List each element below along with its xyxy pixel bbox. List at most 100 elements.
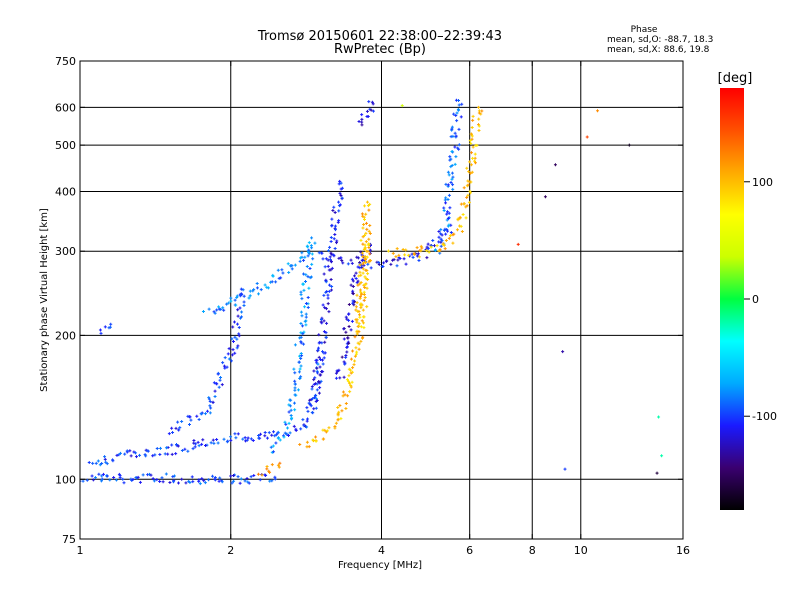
data-point xyxy=(324,257,328,261)
data-point xyxy=(317,355,321,359)
data-point xyxy=(319,370,323,374)
data-point xyxy=(342,375,346,379)
data-point xyxy=(314,397,318,401)
data-point xyxy=(100,462,104,466)
data-point xyxy=(448,206,452,210)
data-point xyxy=(353,359,357,363)
data-point xyxy=(297,370,301,374)
data-point xyxy=(230,353,234,357)
data-point xyxy=(277,465,281,469)
data-point xyxy=(233,432,237,436)
data-point xyxy=(477,124,481,128)
data-point xyxy=(425,256,429,260)
data-point xyxy=(457,143,461,147)
chart-subtitle: RwPretec (Bp) xyxy=(334,42,426,57)
data-point xyxy=(349,283,353,287)
data-point xyxy=(386,249,390,253)
colorbar-tick-label: -100 xyxy=(752,410,777,423)
data-point xyxy=(360,120,364,124)
y-tick-label: 200 xyxy=(55,329,76,342)
data-point xyxy=(362,260,366,264)
data-point xyxy=(449,230,453,234)
data-point xyxy=(344,407,348,411)
data-point xyxy=(180,449,184,453)
data-point xyxy=(283,431,287,435)
data-point xyxy=(356,265,360,269)
data-point xyxy=(302,342,306,346)
data-point xyxy=(129,454,133,458)
data-point xyxy=(326,302,330,306)
data-point xyxy=(299,331,303,335)
data-point xyxy=(279,276,283,280)
data-point xyxy=(362,248,366,252)
data-point xyxy=(237,334,241,338)
data-point xyxy=(276,463,280,467)
data-point xyxy=(471,145,475,149)
data-point xyxy=(292,367,296,371)
data-point xyxy=(101,472,105,476)
data-point xyxy=(287,434,291,438)
data-point xyxy=(340,196,344,200)
data-point xyxy=(236,432,240,436)
data-point xyxy=(363,285,367,289)
data-point xyxy=(220,480,224,484)
colorbar xyxy=(720,88,744,510)
data-point xyxy=(347,303,351,307)
data-point xyxy=(293,343,297,347)
data-point xyxy=(315,388,319,392)
data-point xyxy=(468,160,472,164)
data-point xyxy=(316,346,320,350)
data-point xyxy=(200,442,204,446)
data-point xyxy=(109,322,113,326)
data-point xyxy=(470,137,474,141)
data-point xyxy=(230,337,234,341)
data-point xyxy=(377,261,381,264)
data-point xyxy=(322,272,326,276)
data-point xyxy=(317,391,321,395)
data-point xyxy=(213,311,217,315)
data-point xyxy=(302,424,306,428)
data-point xyxy=(231,325,235,329)
data-point xyxy=(302,288,306,292)
data-point xyxy=(305,440,309,444)
data-point xyxy=(267,431,271,435)
data-point xyxy=(331,208,335,212)
data-point xyxy=(543,195,547,199)
data-point xyxy=(287,403,291,407)
data-point xyxy=(257,292,260,296)
data-point xyxy=(105,462,109,466)
data-point xyxy=(563,467,567,471)
data-point xyxy=(272,430,276,434)
data-point xyxy=(153,453,157,457)
data-point xyxy=(357,274,361,278)
data-point xyxy=(138,480,142,484)
data-point xyxy=(304,315,308,319)
data-point xyxy=(353,354,357,358)
data-point xyxy=(350,277,354,281)
data-point xyxy=(196,440,200,444)
data-point xyxy=(207,397,211,401)
data-point xyxy=(158,479,162,483)
data-point xyxy=(320,251,324,255)
data-point xyxy=(308,266,312,270)
data-point xyxy=(467,200,471,204)
data-point xyxy=(471,118,475,122)
data-point xyxy=(187,479,191,483)
data-point xyxy=(365,109,369,113)
data-point xyxy=(244,439,248,443)
data-point xyxy=(303,319,307,323)
data-point xyxy=(455,111,459,115)
x-tick-label: 2 xyxy=(227,544,234,557)
data-point xyxy=(354,346,358,350)
data-point xyxy=(470,125,474,129)
y-axis-label: Stationary phase Virtual Height [km] xyxy=(39,208,50,392)
data-point xyxy=(270,280,274,284)
data-point xyxy=(257,434,261,438)
data-point xyxy=(389,262,393,266)
data-point xyxy=(234,303,238,307)
data-point xyxy=(229,296,233,300)
data-point xyxy=(350,261,354,265)
data-point xyxy=(468,139,472,143)
data-point xyxy=(274,280,278,284)
data-point xyxy=(477,105,481,109)
